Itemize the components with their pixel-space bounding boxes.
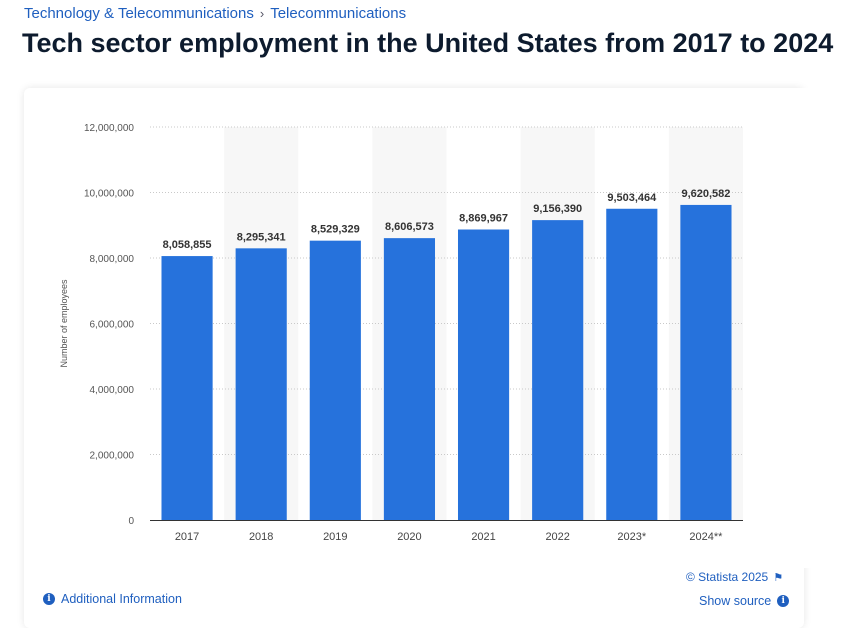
y-tick-label: 4,000,000 xyxy=(90,385,135,396)
x-tick-label: 2024** xyxy=(689,531,723,543)
show-source-label: Show source xyxy=(699,594,772,608)
x-tick-label: 2022 xyxy=(545,531,569,543)
data-label: 8,529,329 xyxy=(311,224,360,236)
statista-credit: © Statista 2025 ⚑ xyxy=(686,570,783,584)
bar xyxy=(383,238,436,520)
bar xyxy=(680,204,732,520)
page-title: Tech sector employment in the United Sta… xyxy=(22,28,834,58)
additional-information-link[interactable]: i Additional Information xyxy=(43,592,182,606)
x-tick-label: 2019 xyxy=(323,531,347,543)
data-label: 8,295,341 xyxy=(237,231,286,243)
breadcrumb-link-technology[interactable]: Technology & Telecommunications xyxy=(24,4,254,22)
bar xyxy=(235,248,287,520)
y-tick-label: 12,000,000 xyxy=(84,123,134,134)
y-tick-label: 10,000,000 xyxy=(84,189,134,200)
x-tick-label: 2018 xyxy=(249,531,273,543)
x-tick-label: 2017 xyxy=(175,531,199,543)
show-source-link[interactable]: Show source i xyxy=(699,594,790,608)
bar xyxy=(532,220,584,520)
bar xyxy=(606,208,658,521)
data-label: 9,156,390 xyxy=(533,203,582,215)
data-label: 8,606,573 xyxy=(385,221,434,233)
breadcrumb-link-telecommunications[interactable]: Telecommunications xyxy=(270,4,407,22)
flag-icon[interactable]: ⚑ xyxy=(773,571,784,584)
bar xyxy=(309,240,361,520)
chart-card-edge xyxy=(752,88,862,568)
data-label: 8,058,855 xyxy=(163,239,212,251)
y-tick-label: 2,000,000 xyxy=(90,451,135,462)
x-tick-label: 2020 xyxy=(397,531,421,543)
credit-text: © Statista 2025 xyxy=(686,570,769,584)
y-axis-title: Number of employees xyxy=(59,279,69,368)
bar xyxy=(161,256,213,520)
bar xyxy=(457,229,510,520)
y-tick-label: 6,000,000 xyxy=(90,320,135,331)
data-label: 9,620,582 xyxy=(681,188,730,200)
additional-information-label: Additional Information xyxy=(61,592,182,606)
x-tick-label: 2023* xyxy=(617,531,646,543)
y-tick-label: 8,000,000 xyxy=(90,254,135,265)
source-info-icon: i xyxy=(777,595,790,607)
y-tick-label: 0 xyxy=(128,516,134,527)
breadcrumb: Technology & Telecommunications › Teleco… xyxy=(24,4,406,22)
x-tick-label: 2021 xyxy=(471,531,495,543)
info-icon: i xyxy=(43,593,55,605)
breadcrumb-separator: › xyxy=(259,5,265,21)
data-label: 9,503,464 xyxy=(607,192,657,204)
data-label: 8,869,967 xyxy=(459,213,508,225)
